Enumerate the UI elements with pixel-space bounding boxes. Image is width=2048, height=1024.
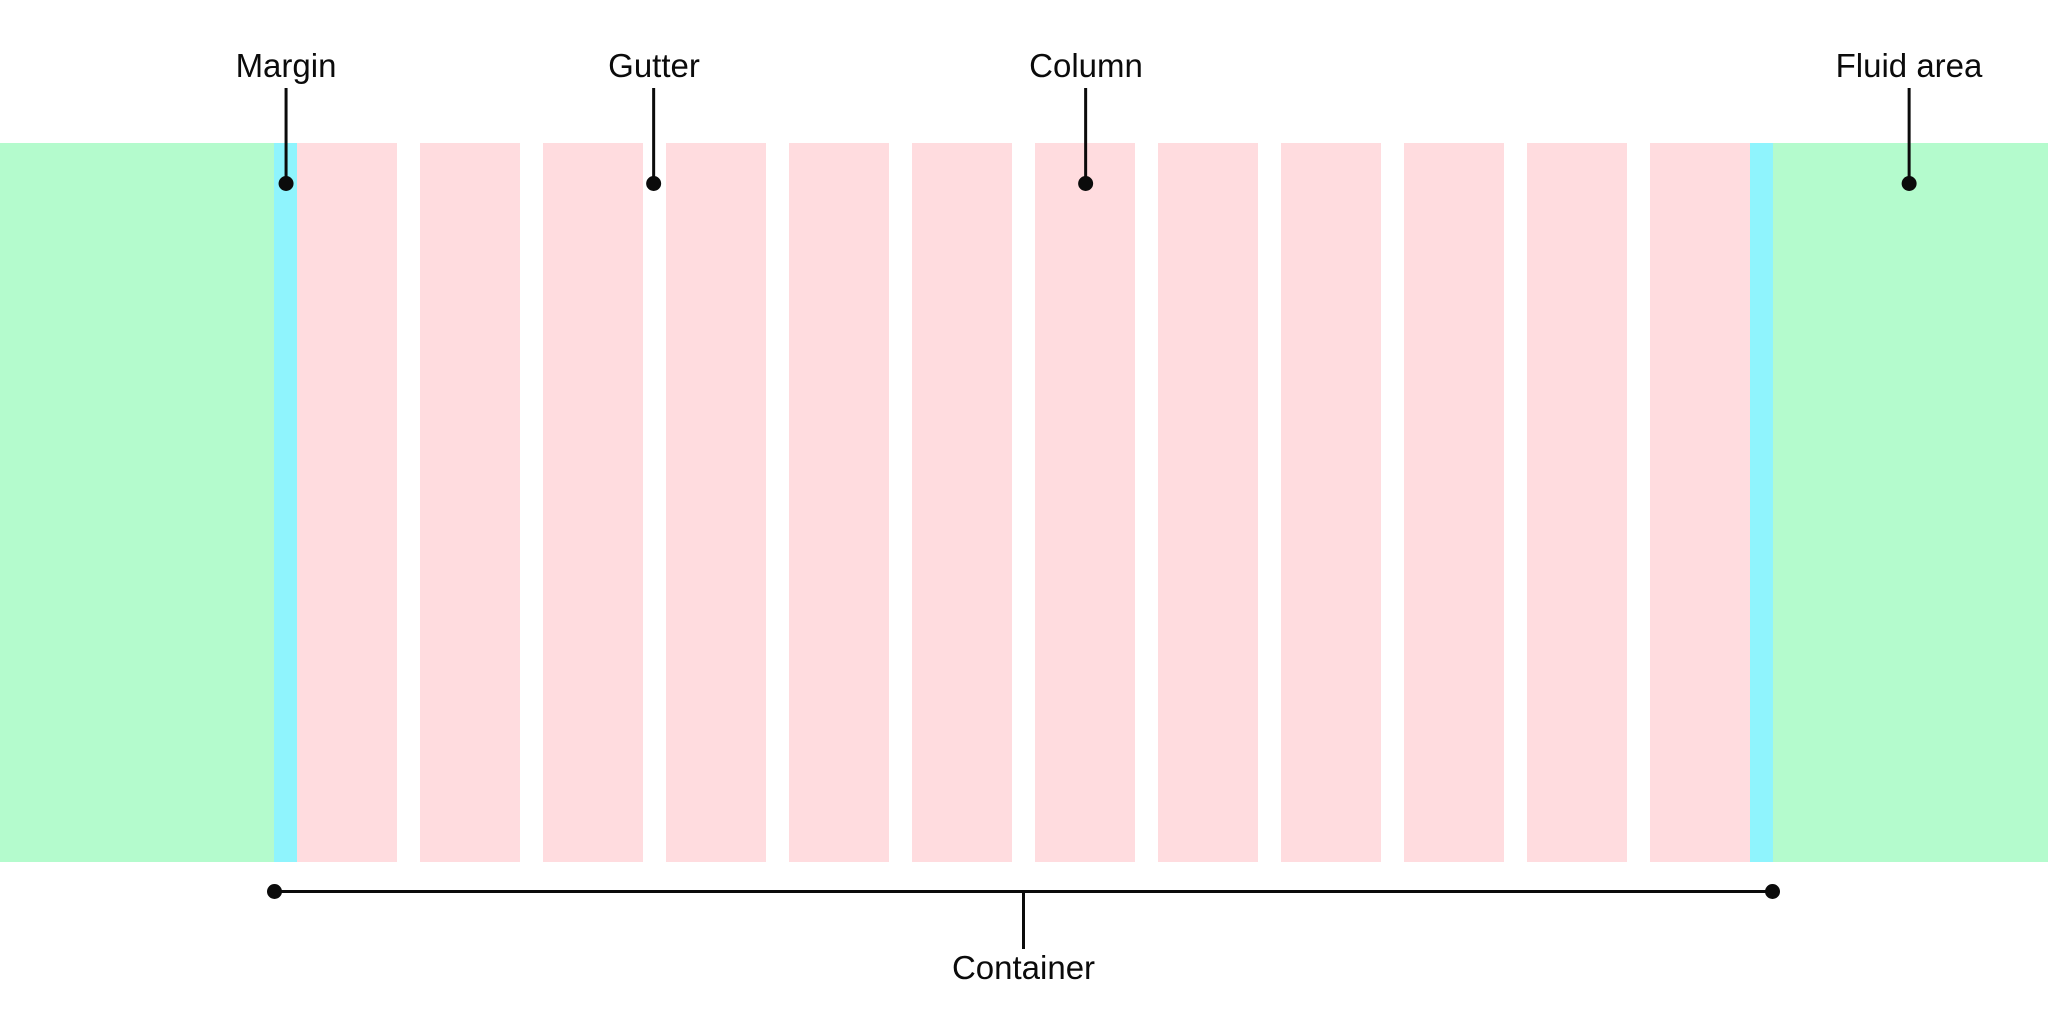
callout-margin-label: Margin	[235, 47, 337, 84]
callout-leader-line	[652, 88, 656, 180]
grid-columns	[297, 143, 1750, 862]
container-bracket	[267, 884, 1780, 949]
callout-leader-line	[284, 88, 288, 180]
bracket-dot-right	[1765, 884, 1780, 899]
callout-leader-line	[1084, 88, 1088, 180]
callout-leader-line	[1907, 88, 1911, 180]
margin-strip-left	[274, 143, 297, 862]
callout-anchor-dot	[1901, 176, 1917, 191]
callout-fluid-area-label: Fluid area	[1835, 47, 1983, 84]
callout-anchor-dot	[278, 176, 294, 191]
grid-column	[1281, 143, 1381, 862]
fluid-area-right	[1773, 143, 2048, 862]
grid-column	[1404, 143, 1504, 862]
callout-gutter-label: Gutter	[608, 47, 700, 84]
callout-anchor-dot	[1078, 176, 1094, 191]
callout-column-label: Column	[1029, 47, 1143, 84]
callout-anchor-dot	[646, 176, 662, 191]
grid-column	[666, 143, 766, 862]
grid-column	[912, 143, 1012, 862]
grid-column	[789, 143, 889, 862]
margin-strip-right	[1750, 143, 1773, 862]
layout-band	[0, 143, 2048, 862]
grid-column	[297, 143, 397, 862]
grid-column	[1035, 143, 1135, 862]
grid-column	[543, 143, 643, 862]
callout-fluid-area: Fluid area	[1835, 44, 1983, 191]
callout-column: Column	[1029, 44, 1143, 191]
grid-column	[1527, 143, 1627, 862]
grid-column	[420, 143, 520, 862]
container-label: Container	[951, 949, 1096, 986]
fluid-area-left	[0, 143, 274, 862]
bracket-dot-left	[267, 884, 282, 899]
callout-margin: Margin	[235, 44, 337, 191]
bracket-center-tick	[1022, 892, 1025, 949]
grid-column	[1650, 143, 1750, 862]
grid-column	[1158, 143, 1258, 862]
callout-gutter: Gutter	[608, 44, 700, 191]
